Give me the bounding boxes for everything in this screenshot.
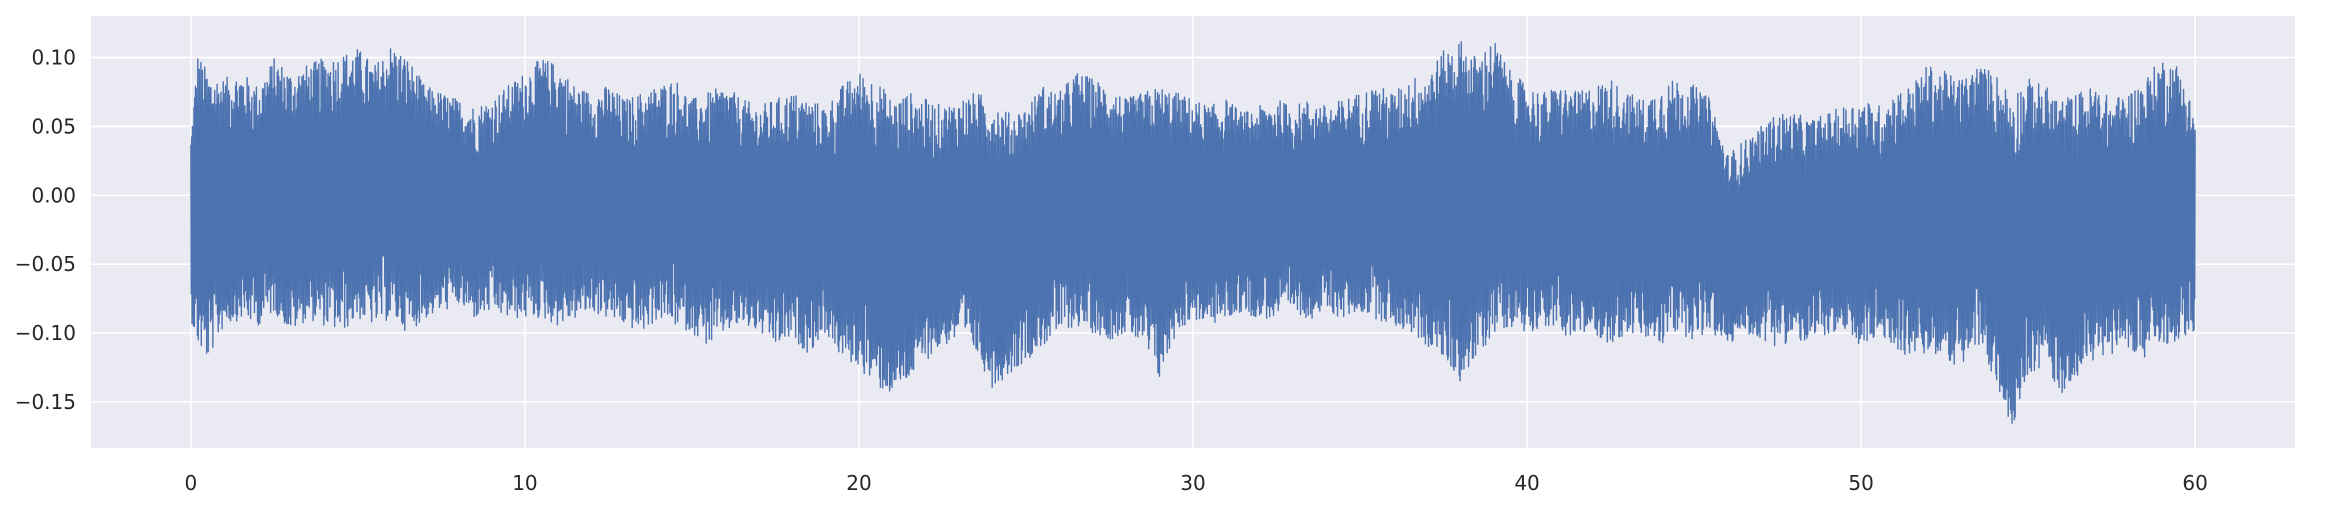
x-tick-label: 10: [512, 471, 537, 495]
x-tick-label: 40: [1514, 471, 1539, 495]
y-tick-label: −0.05: [15, 252, 76, 276]
y-tick-label: 0.10: [31, 46, 76, 70]
waveform-series-line: [190, 41, 2196, 424]
x-axis-ticks: 0 10 20 30 40 50 60: [185, 471, 2208, 495]
x-tick-label: 0: [185, 471, 198, 495]
y-tick-label: 0.05: [31, 114, 76, 138]
x-tick-label: 60: [2182, 471, 2207, 495]
x-tick-label: 50: [1848, 471, 1873, 495]
y-axis-ticks: −0.15 −0.10 −0.05 0.00 0.05 0.10: [15, 46, 76, 414]
x-tick-label: 30: [1180, 471, 1205, 495]
y-tick-label: −0.15: [15, 390, 76, 414]
y-tick-label: 0.00: [31, 183, 76, 207]
series-group: [190, 41, 2196, 424]
x-tick-label: 20: [846, 471, 871, 495]
y-tick-label: −0.10: [15, 321, 76, 345]
